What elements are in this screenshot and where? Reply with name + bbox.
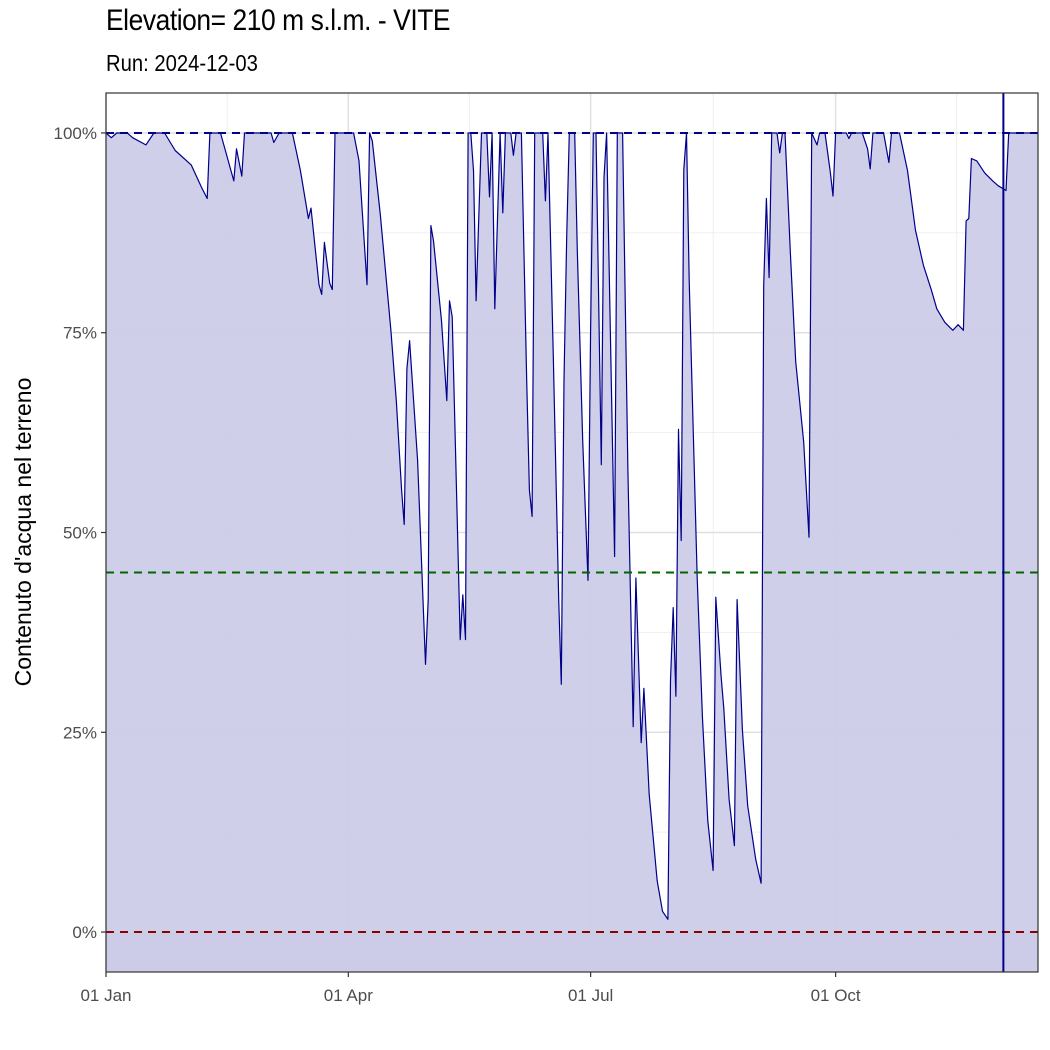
area-fill-below-zero: [106, 932, 1038, 972]
chart-title: Elevation= 210 m s.l.m. - VITE: [106, 4, 451, 37]
reference-lines: [106, 93, 1038, 972]
y-tick-label: 75%: [63, 324, 97, 343]
y-tick-label: 50%: [63, 524, 97, 543]
x-tick-label: 01 Apr: [324, 986, 373, 1005]
y-tick-label: 0%: [72, 923, 97, 942]
chart-subtitle: Run: 2024-12-03: [106, 50, 258, 76]
y-tick-label: 25%: [63, 723, 97, 742]
x-tick-label: 01 Oct: [811, 986, 861, 1005]
y-tick-label: 100%: [54, 124, 97, 143]
x-tick-label: 01 Jan: [80, 986, 131, 1005]
axes: 0% 25% 50% 75% 100% 01 Jan 01 Apr 01 Jul 01 Oct: [54, 92, 1039, 1005]
x-tick-label: 01 Jul: [568, 986, 613, 1005]
series-line: [105, 132, 1038, 920]
y-axis-label: Contenuto d'acqua nel terreno: [10, 378, 36, 687]
data-marks: [105, 132, 1038, 972]
area-fill: [106, 133, 1038, 933]
